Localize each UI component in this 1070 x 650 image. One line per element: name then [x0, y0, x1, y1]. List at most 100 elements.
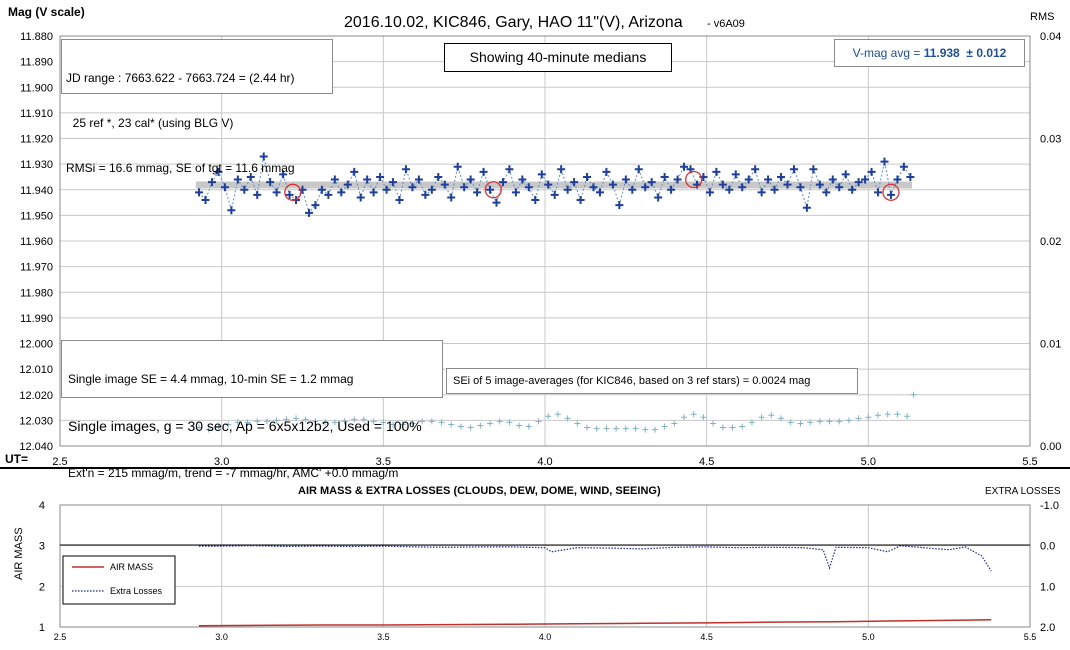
sei-point — [865, 414, 872, 421]
bottom-y2-tick-label: -1.0 — [1040, 500, 1059, 512]
top-x-tick-label: 5.0 — [861, 456, 876, 468]
single-image-point — [815, 180, 824, 189]
single-image-point — [731, 170, 740, 179]
sei-point — [574, 420, 581, 427]
top-y-tick-label: 12.040 — [19, 441, 53, 453]
single-image-point — [641, 183, 650, 192]
sei-point — [845, 417, 852, 424]
single-image-point — [440, 180, 449, 189]
single-image-point — [621, 175, 630, 184]
single-image-point — [311, 201, 320, 210]
sei-point — [593, 425, 600, 432]
single-image-point — [725, 185, 734, 194]
bottom-right-label: EXTRA LOSSES — [985, 486, 1061, 497]
single-image-point — [524, 183, 533, 192]
vmag-box: V-mag avg = 11.938 ± 0.012 — [834, 39, 1025, 67]
single-image-point — [505, 165, 514, 174]
bottom-y-tick-label: 1 — [39, 622, 45, 634]
single-image-point — [395, 196, 404, 204]
bottom-y-tick-label: 4 — [39, 500, 45, 512]
sei-point — [884, 411, 891, 418]
sei-point — [428, 418, 435, 425]
top-y-tick-label: 11.980 — [20, 287, 53, 299]
top-title-version: - v6A09 — [707, 18, 745, 30]
top-ylabel-right: RMS — [1030, 11, 1054, 23]
sei-point — [215, 423, 222, 430]
single-image-point — [266, 178, 275, 187]
sei-point — [632, 425, 639, 432]
sei-point — [244, 419, 251, 426]
single-image-point — [841, 170, 850, 179]
sei-point — [448, 421, 455, 428]
single-image-point — [537, 170, 546, 179]
bottom-y2-ticks: -1.0 0.0 1.0 2.0 — [1040, 500, 1059, 634]
top-y-tick-label: 11.880 — [20, 31, 53, 43]
bottom-x-ticks: 2.5 3.0 3.5 4.0 4.5 5.0 5.5 — [54, 632, 1037, 642]
single-image-point — [589, 183, 598, 192]
single-image-point — [673, 175, 682, 184]
sei-points — [196, 391, 917, 433]
sei-point — [671, 420, 678, 427]
single-image-point — [544, 180, 553, 189]
top-y-tick-label: 11.910 — [20, 108, 53, 120]
sei-point — [293, 415, 300, 422]
top-x-tick-label: 2.5 — [52, 456, 67, 468]
bottom-title: AIR MASS & EXTRA LOSSES (CLOUDS, DEW, DO… — [298, 485, 661, 497]
median-point — [284, 183, 302, 201]
single-image-point — [253, 190, 262, 199]
single-image-point — [195, 188, 204, 197]
sei-point — [390, 421, 397, 428]
top-y-tick-label: 11.940 — [20, 185, 53, 197]
single-image-point — [259, 152, 268, 161]
sei-point — [739, 423, 746, 430]
single-image-point — [809, 165, 818, 174]
sei-point — [836, 418, 843, 425]
bottom-x-tick-label: 2.5 — [54, 632, 67, 642]
sei-point — [622, 425, 629, 432]
single-image-point — [777, 172, 786, 181]
bottom-x-tick-label: 5.0 — [862, 632, 875, 642]
single-image-point — [680, 162, 689, 171]
sei-point — [496, 418, 503, 425]
top-y2-tick-label: 0.03 — [1040, 134, 1061, 146]
ut-label: UT= — [5, 452, 28, 466]
single-image-point — [479, 167, 488, 176]
single-image-point — [401, 165, 410, 174]
bottom-y-tick-label: 2 — [39, 581, 45, 593]
median-point — [484, 181, 502, 199]
bottom-x-tick-label: 3.0 — [215, 632, 228, 642]
sei-note: SEi of 5 image-averages (for KIC846, bas… — [446, 368, 858, 394]
top-x-ticks: 2.5 3.0 3.5 4.0 4.5 5.0 5.5 — [52, 456, 1037, 468]
single-image-point — [201, 196, 210, 204]
single-image-point — [570, 178, 579, 187]
single-image-point — [886, 190, 895, 199]
info-line-2: 25 ref *, 23 cal* (using BLG V) — [66, 116, 234, 130]
sei-point — [196, 424, 203, 431]
sei-point — [467, 424, 474, 431]
sei-point — [700, 414, 707, 421]
sei-point — [535, 418, 542, 425]
sei-point — [322, 419, 329, 426]
sei-point — [457, 423, 464, 430]
top-x-tick-label: 4.0 — [537, 456, 552, 468]
sei-point — [855, 415, 862, 422]
single-image-point — [363, 175, 372, 184]
single-image-point — [511, 188, 520, 197]
top-y-tick-label: 11.920 — [20, 134, 53, 146]
single-image-point — [447, 193, 456, 202]
single-image-point — [802, 203, 811, 212]
single-image-point — [376, 172, 385, 181]
top-ylabel-left: Mag (V scale) — [8, 5, 85, 19]
top-title: 2016.10.02, KIC846, Gary, HAO 11"(V), Ar… — [344, 14, 683, 31]
vmag-value: 11.938 — [923, 46, 960, 60]
single-image-point — [285, 190, 294, 199]
top-y-tick-label: 11.990 — [20, 313, 53, 325]
single-image-point — [893, 175, 902, 184]
single-image-point — [744, 175, 753, 184]
single-image-point — [712, 167, 721, 176]
single-image-point — [279, 170, 288, 179]
bottom-legend: AIR MASS Extra Losses — [62, 555, 176, 605]
single-image-point — [246, 172, 255, 181]
sei-point — [564, 415, 571, 422]
top-y-tick-label: 12.020 — [19, 390, 53, 402]
